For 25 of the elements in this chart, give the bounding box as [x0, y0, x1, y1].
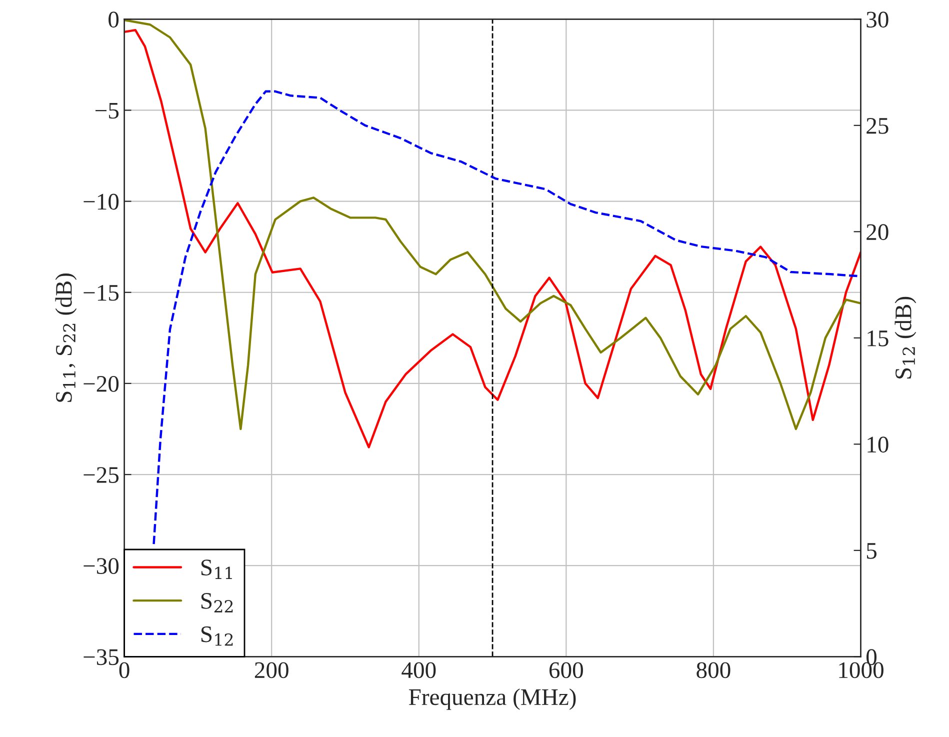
y-tick-label: 0 [108, 12, 119, 28]
y2-tick-label: 25 [866, 118, 888, 134]
y-tick-label: −5 [96, 102, 119, 119]
x-tick-label: 600 [549, 662, 583, 678]
y-axis-title: S$_{11}$, S$_{22}$ (dB) [55, 274, 77, 402]
y-tick-label: −20 [84, 376, 119, 392]
y-tick-label: −30 [84, 558, 119, 574]
y2-tick-label: 15 [868, 330, 888, 346]
y2-axis-title: S$_{12}$ (dB) [894, 296, 916, 378]
y2-tick-label: 5 [866, 543, 876, 559]
x-tick-label: 200 [254, 662, 288, 678]
y2-tick-label: 30 [866, 12, 888, 28]
y2-tick-label: 10 [868, 436, 888, 453]
x-tick-label: 800 [696, 662, 730, 678]
y2-tick-label: 20 [866, 224, 888, 240]
x-tick-label: 400 [402, 662, 436, 678]
legend-label: S$_{11}$ [201, 560, 232, 579]
y-tick-label: −15 [84, 284, 119, 301]
y-tick-label: −35 [84, 649, 119, 666]
y-tick-label: −25 [84, 467, 119, 483]
x-axis-title: Frequenza (MHz) [408, 688, 576, 710]
legend-label: S$_{12}$ [201, 626, 233, 646]
y-tick-label: −10 [84, 194, 119, 210]
legend-label: S$_{22}$ [201, 593, 233, 612]
x-tick-label: 0 [119, 662, 130, 678]
